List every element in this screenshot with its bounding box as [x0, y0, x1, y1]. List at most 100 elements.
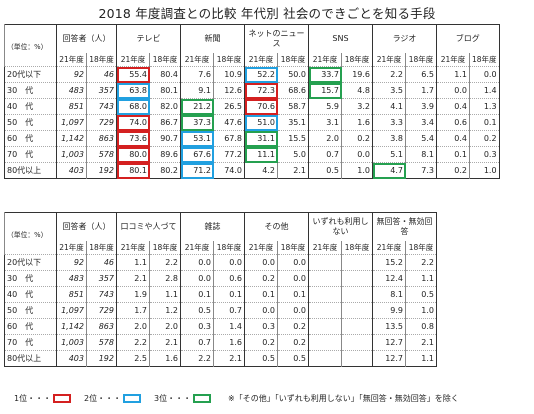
value-21: 0.5 — [180, 302, 214, 319]
media-table-2: （単位：%） 回答者（人） 口コミや人づて 雑誌 その他 いずれも利用しない 無回答・無効回… — [4, 212, 437, 367]
row-label: 30 代 — [4, 270, 57, 287]
value-18: 15.5 — [277, 130, 309, 147]
table-row: 50 代 1,097 729 74.0 86.7 37.3 47.6 51.0 35.1 3.1 1… — [4, 114, 500, 131]
row-label: 30 代 — [4, 82, 57, 99]
rank3-swatch-icon — [193, 394, 212, 403]
value-18: 50.0 — [277, 66, 309, 83]
value-18: 58.7 — [277, 98, 309, 115]
value-21: 0.5 — [244, 350, 278, 367]
value-21: 0.3 — [244, 318, 278, 335]
year-label: 18年度 — [469, 52, 500, 67]
value-18: 2.1 — [213, 350, 245, 367]
year-row: 21年度 18年度 21年度 18年度 21年度 18年度 21年度 18年度 21年度 18年度… — [4, 52, 500, 67]
rank2-swatch-icon — [123, 394, 142, 403]
table-row: 80代以上 403 192 80.1 80.2 71.2 74.0 4.2 2.1 0.5 1.0 4… — [4, 162, 500, 179]
value-18: 67.8 — [213, 130, 245, 147]
table-row: 30 代 483 357 2.1 2.8 0.0 0.6 0.2 0.0 12.4 1.1 — [4, 270, 437, 287]
header-row: （単位：%） 回答者（人） テレビ 新聞 ネットのニュース SNS ラジオ ブログ — [4, 24, 500, 53]
year-label: 18年度 — [341, 240, 373, 255]
table-row: 30 代 483 357 63.8 80.1 9.1 12.6 72.3 68.6 15.7 4.8… — [4, 82, 500, 99]
value-21: 3.3 — [372, 114, 406, 131]
value-18: 1.1 — [405, 350, 437, 367]
value-18: 1.2 — [149, 302, 181, 319]
respondents-18: 192 — [86, 350, 117, 367]
value-18: 8.1 — [405, 146, 437, 163]
value-21: 0.1 — [244, 286, 278, 303]
year-label: 18年度 — [213, 240, 245, 255]
respondents-21: 483 — [56, 270, 87, 287]
respondents-21: 851 — [56, 286, 87, 303]
value-21 — [308, 286, 342, 303]
value-18: 0.3 — [469, 146, 500, 163]
year-label: 21年度 — [244, 52, 278, 67]
year-label: 21年度 — [180, 52, 214, 67]
legend-rank2: 2位・・・ — [84, 393, 142, 404]
value-18 — [341, 254, 373, 271]
respondents-21: 1,097 — [56, 302, 87, 319]
year-label: 21年度 — [116, 240, 150, 255]
column-header: 新聞 — [180, 24, 245, 53]
value-18 — [341, 270, 373, 287]
row-label: 60 代 — [4, 318, 57, 335]
value-21: 15.7 — [308, 82, 342, 99]
year-row-spacer — [4, 52, 57, 67]
value-21: 0.0 — [180, 270, 214, 287]
year-label: 18年度 — [213, 52, 245, 67]
year-label: 18年度 — [149, 240, 181, 255]
value-18: 68.6 — [277, 82, 309, 99]
respondents-21: 483 — [56, 82, 87, 99]
value-18: 7.3 — [405, 162, 437, 179]
value-18: 0.1 — [213, 286, 245, 303]
value-18: 77.2 — [213, 146, 245, 163]
year-label: 21年度 — [116, 52, 150, 67]
value-21: 0.6 — [436, 114, 470, 131]
value-18: 0.2 — [469, 130, 500, 147]
value-21: 21.2 — [180, 98, 214, 115]
value-21: 80.1 — [116, 162, 150, 179]
respondents-18: 578 — [86, 146, 117, 163]
column-header: 口コミや人づて — [116, 212, 181, 241]
value-18: 82.0 — [149, 98, 181, 115]
year-row: 21年度 18年度 21年度 18年度 21年度 18年度 21年度 18年度 21年度 18年度… — [4, 240, 437, 255]
value-18 — [341, 350, 373, 367]
respondents-18: 729 — [86, 302, 117, 319]
year-row-spacer — [4, 240, 57, 255]
header-row: （単位：%） 回答者（人） 口コミや人づて 雑誌 その他 いずれも利用しない 無回答・無効回… — [4, 212, 437, 241]
value-21: 68.0 — [116, 98, 150, 115]
value-18: 2.1 — [277, 162, 309, 179]
value-21: 0.0 — [180, 254, 214, 271]
respondents-18: 357 — [86, 82, 117, 99]
table-row: 70 代 1,003 578 2.2 2.1 0.7 1.6 0.2 0.2 12.7 2.1 — [4, 334, 437, 351]
column-header: 回答者（人） — [56, 24, 117, 53]
value-21: 0.1 — [436, 146, 470, 163]
value-21: 3.1 — [308, 114, 342, 131]
row-label: 80代以上 — [4, 162, 57, 179]
media-table-1: （単位：%） 回答者（人） テレビ 新聞 ネットのニュース SNS ラジオ ブログ 21年度 18… — [4, 24, 500, 179]
value-21: 4.1 — [372, 98, 406, 115]
value-18: 1.7 — [405, 82, 437, 99]
value-18: 1.3 — [469, 98, 500, 115]
value-18: 2.1 — [149, 334, 181, 351]
value-21: 12.4 — [372, 270, 406, 287]
value-21: 0.7 — [308, 146, 342, 163]
value-21: 12.7 — [372, 334, 406, 351]
year-label: 21年度 — [308, 240, 342, 255]
column-header: テレビ — [116, 24, 181, 53]
value-21: 80.0 — [116, 146, 150, 163]
value-18: 1.6 — [149, 350, 181, 367]
value-18: 0.0 — [277, 254, 309, 271]
value-21: 0.0 — [244, 302, 278, 319]
value-21: 0.2 — [244, 270, 278, 287]
value-18: 26.5 — [213, 98, 245, 115]
column-header: ブログ — [436, 24, 500, 53]
column-header: 雑誌 — [180, 212, 245, 241]
value-21: 8.1 — [372, 286, 406, 303]
column-header: SNS — [308, 24, 373, 53]
value-18: 4.8 — [341, 82, 373, 99]
value-18: 3.9 — [405, 98, 437, 115]
value-18: 0.2 — [277, 334, 309, 351]
row-label: 70 代 — [4, 146, 57, 163]
value-18: 3.4 — [405, 114, 437, 131]
value-18: 80.4 — [149, 66, 181, 83]
year-label: 21年度 — [180, 240, 214, 255]
